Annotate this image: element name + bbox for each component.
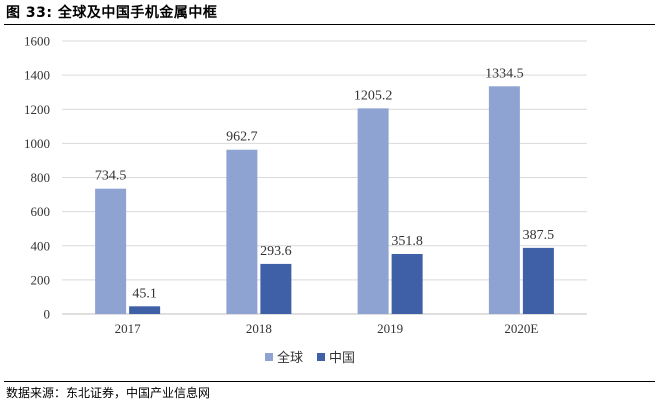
x-tick-label: 2019 bbox=[377, 321, 403, 336]
y-tick-label: 0 bbox=[44, 307, 51, 322]
data-label: 1334.5 bbox=[485, 66, 524, 81]
source-note: 数据来源：东北证券，中国产业信息网 bbox=[6, 386, 211, 400]
legend-label: 中国 bbox=[329, 351, 355, 366]
x-tick-label: 2018 bbox=[246, 321, 272, 336]
y-tick-label: 1000 bbox=[24, 136, 50, 151]
legend: 全球 中国 bbox=[265, 350, 355, 366]
y-tick-label: 1200 bbox=[24, 102, 50, 117]
y-tick-label: 1400 bbox=[24, 68, 50, 83]
bar-global-2017 bbox=[95, 188, 127, 314]
source-rule bbox=[4, 381, 655, 382]
bar-china-2018 bbox=[260, 263, 292, 314]
y-tick-label: 1600 bbox=[24, 34, 50, 49]
x-tick-label: 2020E bbox=[504, 321, 538, 336]
data-labels: 734.5 45.1 962.7 293.6 1205.2 351.8 1334.5 387.… bbox=[95, 66, 554, 301]
y-tick-label: 600 bbox=[31, 204, 51, 219]
legend-swatch bbox=[317, 353, 325, 361]
y-tick-label: 400 bbox=[31, 238, 51, 253]
data-label: 45.1 bbox=[132, 286, 157, 301]
y-tick-label: 200 bbox=[31, 272, 51, 287]
bar-china-2017 bbox=[129, 306, 161, 314]
data-label: 962.7 bbox=[226, 130, 258, 145]
bar-china-2020E bbox=[522, 247, 554, 314]
data-label: 734.5 bbox=[95, 169, 127, 184]
title-rule bbox=[4, 24, 655, 25]
data-label: 387.5 bbox=[523, 228, 555, 243]
y-tick-label: 800 bbox=[31, 170, 51, 185]
x-axis-ticks: 2017 2018 2019 2020E bbox=[115, 321, 539, 336]
legend-label: 全球 bbox=[277, 350, 303, 366]
figure-title: 图 33: 全球及中国手机金属中框 bbox=[6, 5, 218, 21]
bars bbox=[95, 86, 554, 314]
data-label: 293.6 bbox=[260, 244, 292, 259]
y-axis-ticks: 0 200 400 600 800 1000 1200 1400 1600 bbox=[24, 34, 50, 322]
x-tick-label: 2017 bbox=[115, 321, 142, 336]
bar-china-2019 bbox=[391, 253, 423, 314]
data-label: 351.8 bbox=[391, 234, 423, 249]
bar-global-2018 bbox=[226, 149, 258, 314]
data-label: 1205.2 bbox=[354, 88, 393, 103]
legend-swatch bbox=[265, 353, 273, 361]
bar-chart: 0 200 400 600 800 1000 1200 1400 1600 734.5 45.1 9… bbox=[24, 34, 587, 366]
bar-global-2020E bbox=[488, 86, 520, 314]
bar-global-2019 bbox=[357, 108, 389, 314]
